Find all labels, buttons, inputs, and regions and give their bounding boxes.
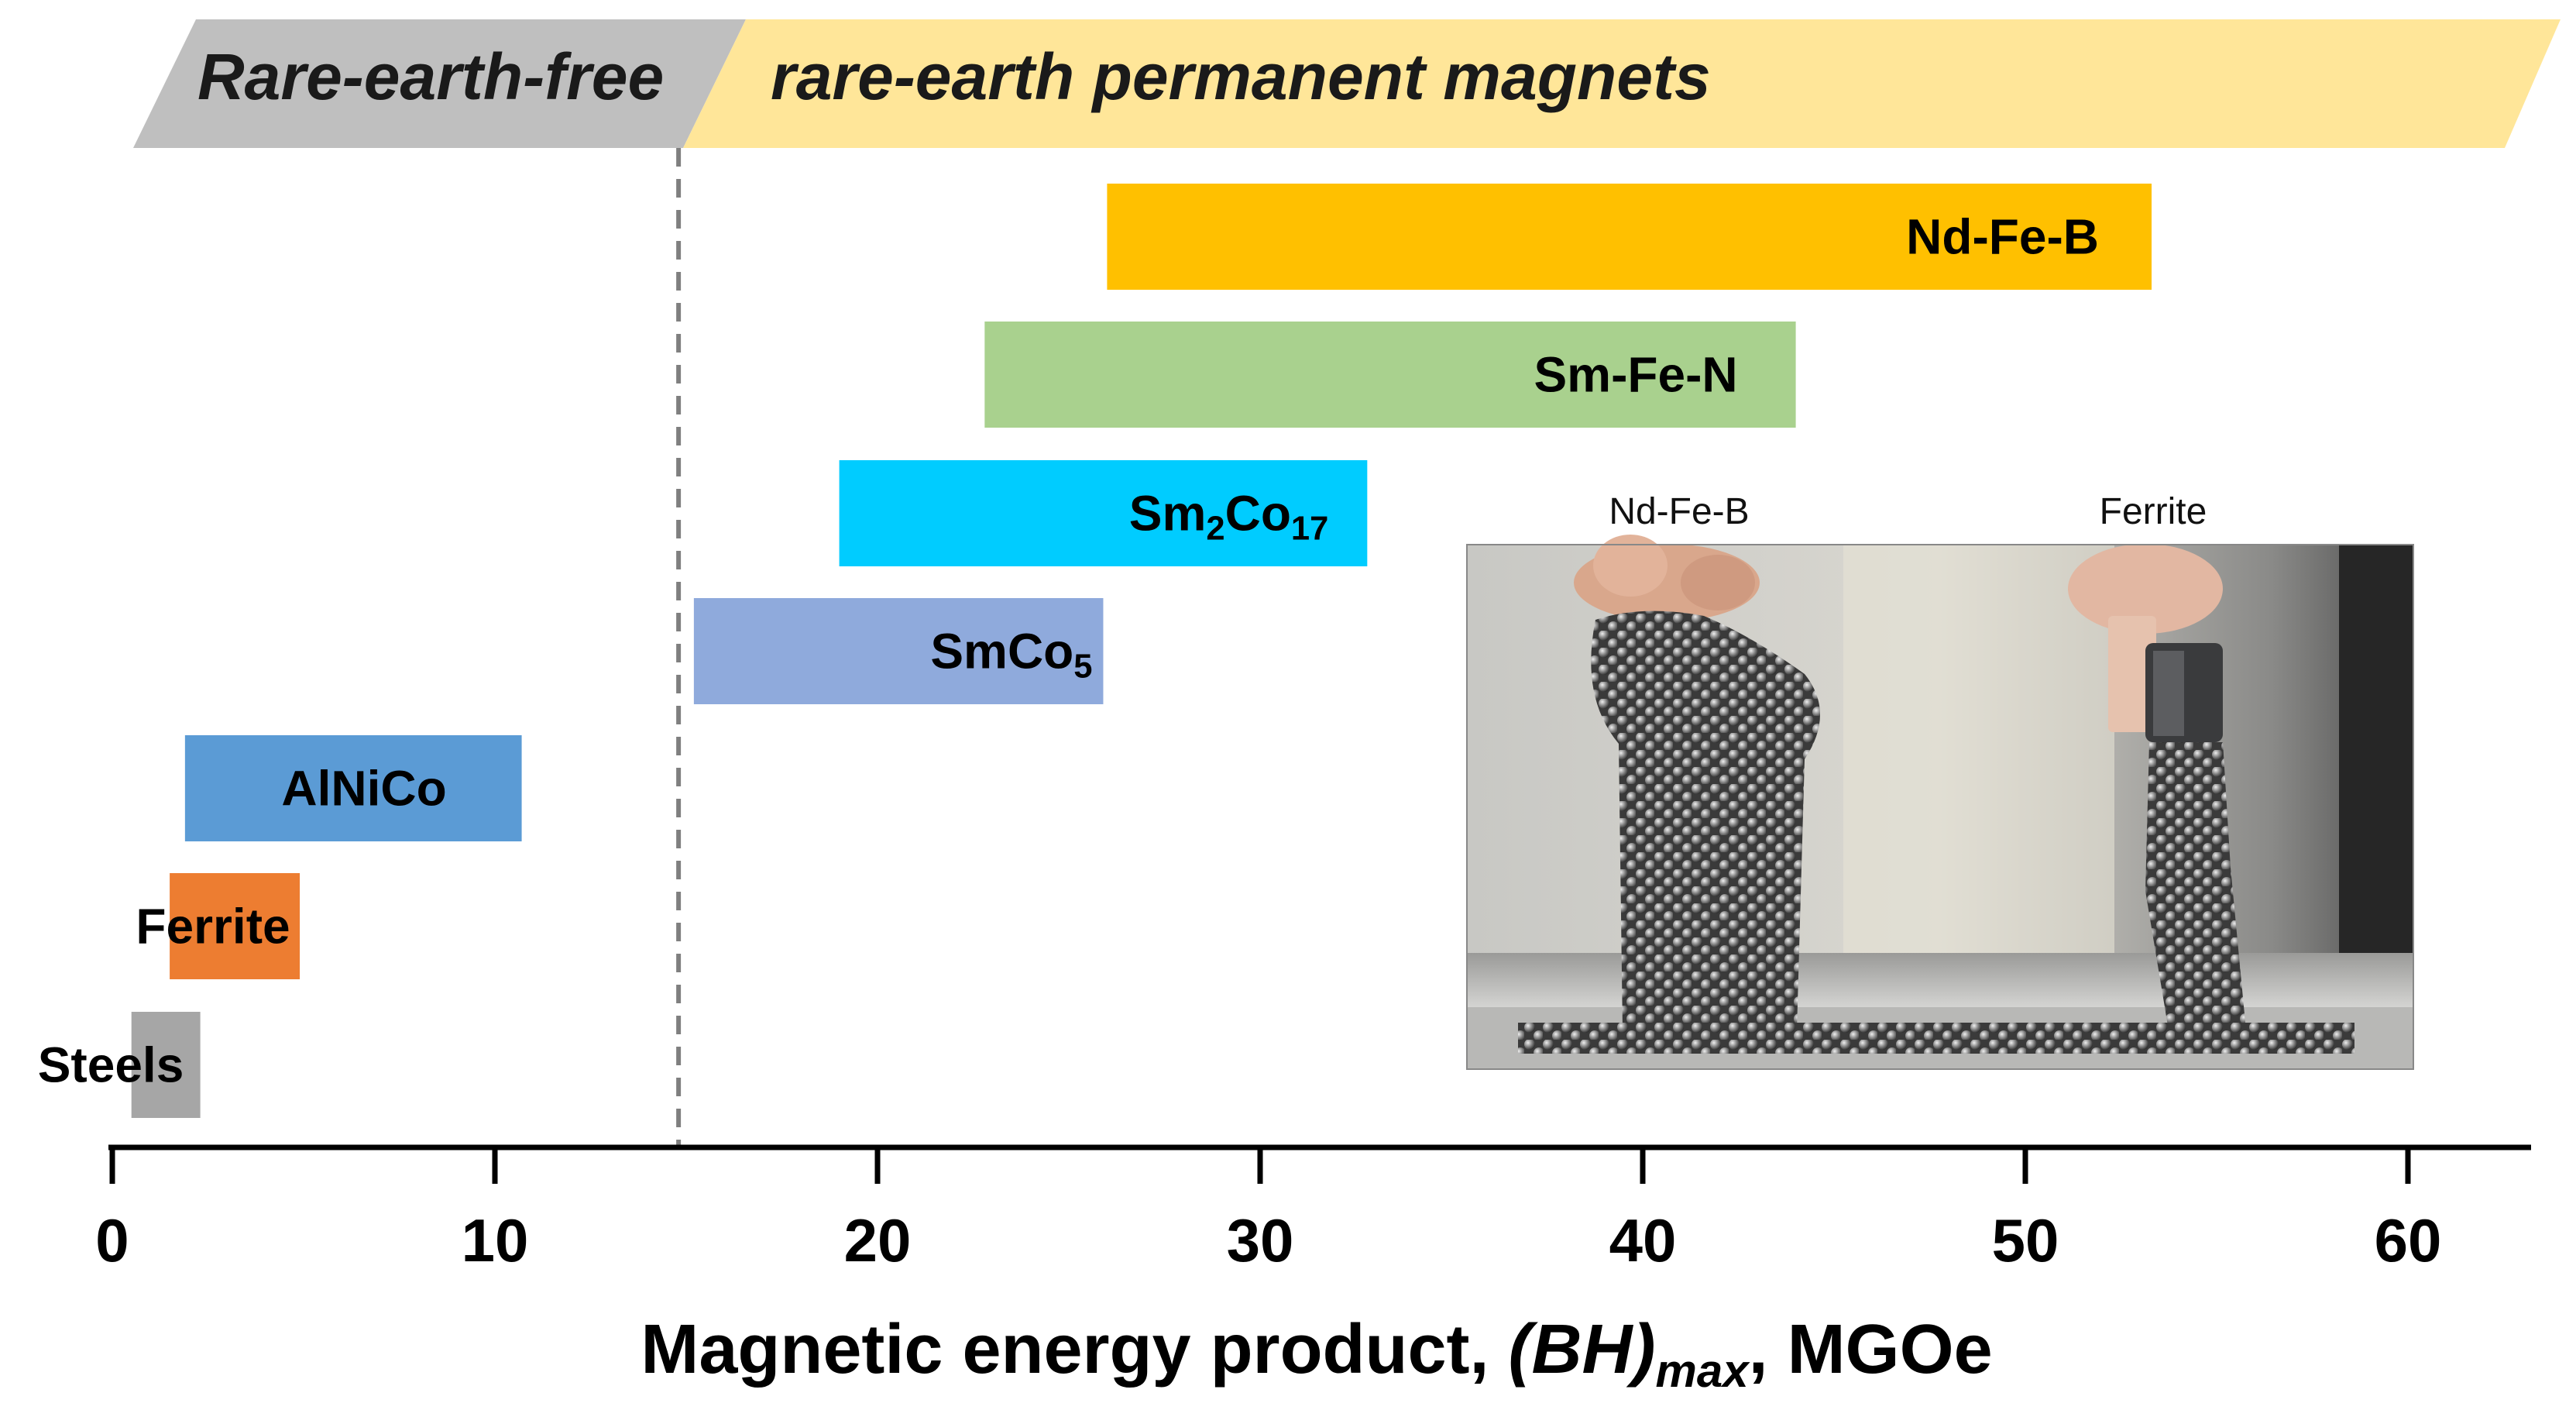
x-tick-label-50: 50 bbox=[1992, 1206, 2059, 1274]
bar-nd-fe-b bbox=[1107, 184, 2152, 290]
x-tick-label-30: 30 bbox=[1227, 1206, 1294, 1274]
x-tick-label-60: 60 bbox=[2375, 1206, 2442, 1274]
bar-ferrite bbox=[170, 873, 301, 979]
banner-rare-earth bbox=[683, 19, 2561, 148]
x-axis-label: Magnetic energy product, (BH)max, MGOe bbox=[641, 1311, 1992, 1397]
bar-label-alnico: AlNiCo bbox=[281, 761, 446, 817]
banner-rare-earth-free bbox=[133, 19, 746, 148]
bar-label-ferrite: Ferrite bbox=[136, 899, 290, 954]
bar-steels bbox=[131, 1012, 201, 1118]
banner-right-label: rare-earth permanent magnets bbox=[771, 40, 1711, 113]
bar-smco5 bbox=[693, 598, 1104, 704]
photo-caption-nd-fe-b: Nd-Fe-B bbox=[1609, 491, 1749, 532]
banner: Rare-earth-free rare-earth permanent mag… bbox=[133, 19, 2561, 148]
x-axis: 0 10 20 30 40 50 60 bbox=[95, 1144, 2531, 1274]
x-tick-label-40: 40 bbox=[1609, 1206, 1677, 1274]
magnet-photo bbox=[1466, 535, 2414, 1070]
x-tick-label-20: 20 bbox=[844, 1206, 912, 1274]
bar-label-steels: Steels bbox=[38, 1037, 184, 1093]
photo-caption-ferrite: Ferrite bbox=[2100, 491, 2207, 532]
bar-label-nd-fe-b: Nd-Fe-B bbox=[1906, 209, 2099, 265]
bar-sm-fe-n bbox=[984, 322, 1796, 428]
bar-label-sm-fe-n: Sm-Fe-N bbox=[1534, 347, 1737, 403]
bar-alnico bbox=[184, 735, 522, 841]
photo-inset: Nd-Fe-B Ferrite bbox=[1466, 491, 2414, 1070]
bar-label-sm2co17: Sm2Co17 bbox=[1129, 486, 1329, 548]
bar-sm2co17 bbox=[839, 460, 1368, 566]
bars: Nd-Fe-B Sm-Fe-N Sm2Co17 SmCo5 AlNiCo Ferrite S… bbox=[38, 184, 2152, 1118]
banner-left-label: Rare-earth-free bbox=[197, 40, 664, 113]
bar-label-smco5: SmCo5 bbox=[930, 624, 1092, 686]
x-tick-label-10: 10 bbox=[462, 1206, 529, 1274]
x-tick-label-0: 0 bbox=[95, 1206, 129, 1274]
